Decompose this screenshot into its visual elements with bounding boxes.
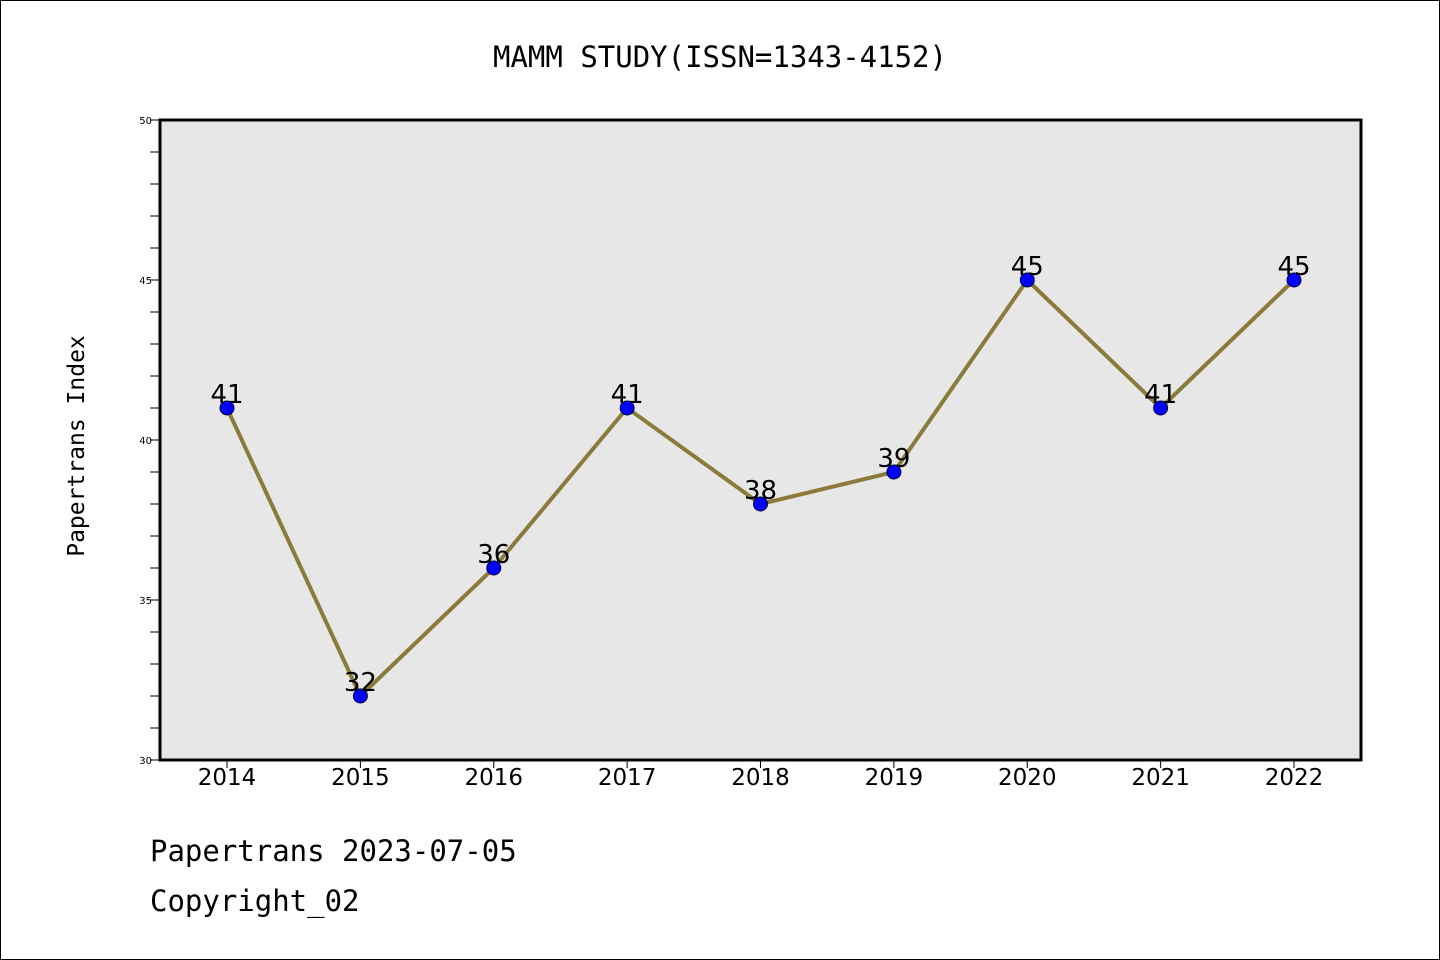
x-tick-label: 2015 bbox=[331, 765, 390, 791]
data-point bbox=[1153, 400, 1169, 416]
x-tick-label: 2016 bbox=[464, 765, 523, 791]
y-tick-label: 35 bbox=[139, 596, 152, 607]
data-label: 41 bbox=[1144, 380, 1177, 410]
chart-title: MAMM STUDY(ISSN=1343-4152) bbox=[493, 40, 947, 74]
x-tick-label: 2018 bbox=[731, 765, 790, 791]
y-tick-label: 40 bbox=[139, 436, 152, 447]
data-label: 38 bbox=[744, 476, 777, 506]
y-tick-label: 50 bbox=[139, 116, 152, 127]
data-point bbox=[486, 560, 502, 576]
data-markers bbox=[219, 272, 1302, 704]
x-tick-label: 2020 bbox=[998, 765, 1057, 791]
plot-border bbox=[158, 118, 1363, 762]
data-point bbox=[352, 688, 368, 704]
y-axis-label: Papertrans Index bbox=[64, 335, 90, 557]
data-label: 41 bbox=[210, 380, 243, 410]
plot-area bbox=[160, 120, 1361, 760]
x-tick-label: 2021 bbox=[1131, 765, 1190, 791]
data-point bbox=[886, 464, 902, 480]
y-axis: 30 35 40 45 50 bbox=[139, 116, 160, 767]
data-label: 45 bbox=[1277, 252, 1310, 282]
x-tick-label: 2017 bbox=[598, 765, 657, 791]
data-point bbox=[619, 400, 635, 416]
x-tick-label: 2022 bbox=[1265, 765, 1324, 791]
x-tick-label: 2014 bbox=[198, 765, 257, 791]
y-tick-label: 45 bbox=[139, 276, 152, 287]
data-label: 39 bbox=[877, 444, 910, 474]
data-point bbox=[1019, 272, 1035, 288]
x-axis: 2014 2015 2016 2017 2018 2019 2020 2021 2022 bbox=[198, 760, 1324, 791]
data-point bbox=[753, 496, 768, 512]
footer-date: Papertrans 2023-07-05 bbox=[150, 834, 517, 868]
data-label: 41 bbox=[611, 380, 644, 410]
data-label: 36 bbox=[477, 540, 510, 570]
footer-copyright: Copyright_02 bbox=[150, 884, 360, 918]
x-tick-label: 2019 bbox=[865, 765, 924, 791]
data-point bbox=[1286, 272, 1302, 288]
data-point bbox=[219, 400, 235, 416]
data-label: 32 bbox=[344, 668, 377, 698]
y-tick-label: 30 bbox=[139, 756, 152, 767]
data-labels: 41 32 36 41 38 39 45 41 45 bbox=[210, 252, 1310, 698]
data-label: 45 bbox=[1011, 252, 1044, 282]
